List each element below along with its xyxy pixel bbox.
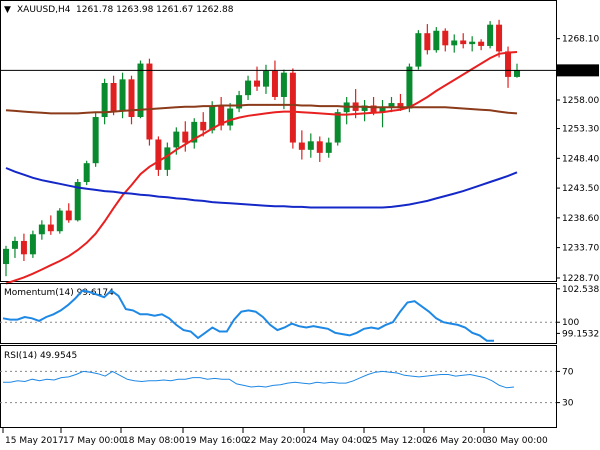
candle-body: [487, 24, 494, 46]
candle-body: [433, 30, 440, 51]
candle-body: [146, 63, 153, 140]
header-dropdown-icon[interactable]: ▼: [4, 5, 11, 15]
candle-body: [191, 121, 198, 143]
candle-body: [110, 83, 117, 111]
current-price-box: [557, 64, 599, 77]
ma-slow-line: [5, 167, 518, 209]
candle-body: [397, 103, 404, 109]
momentum-title: Momentum(14) 99.6174: [4, 288, 114, 298]
candle-body: [83, 163, 90, 183]
candle-body: [236, 95, 243, 109]
candle-body: [325, 142, 332, 153]
rsi-line: [3, 370, 515, 389]
candle-body: [20, 240, 27, 255]
candle-body: [155, 139, 162, 170]
chart-ohlc: 1261.78 1263.98 1261.67 1262.88: [76, 5, 234, 15]
candle-body: [514, 70, 520, 77]
candle-body: [245, 80, 252, 96]
candle-body: [505, 51, 512, 77]
candles: [3, 19, 520, 277]
chart-symbol: XAUUSD,H4: [17, 5, 71, 15]
price-tick-label: 1238.60: [562, 214, 599, 224]
candle-body: [11, 240, 18, 249]
candle-body: [280, 72, 287, 97]
main-chart-frame: [0, 0, 557, 282]
candle-body: [361, 105, 368, 111]
candle-body: [289, 72, 296, 143]
candle-body: [442, 30, 449, 46]
candle-body: [379, 107, 386, 113]
time-tick-label: 25 May 12:00: [366, 436, 428, 446]
price-tick-label: 1258.00: [562, 96, 599, 106]
time-tick-label: 15 May 2017: [5, 436, 64, 446]
candle-body: [173, 131, 180, 148]
candle-body: [406, 66, 413, 109]
current-price-label: 1262.88: [562, 66, 599, 76]
time-tick-label: 30 May 00:00: [486, 436, 548, 446]
candle-body: [3, 248, 9, 265]
time-tick-label: 24 May 04:00: [306, 436, 368, 446]
candle-body: [182, 131, 189, 143]
candle-body: [334, 112, 341, 143]
candle-body: [29, 234, 36, 255]
time-tick-label: 22 May 20:00: [245, 436, 307, 446]
momentum-line: [2, 289, 494, 342]
candle-body: [65, 210, 72, 221]
candle-body: [424, 33, 431, 51]
candle-body: [254, 80, 261, 87]
rsi-tick-label: 70: [562, 367, 574, 377]
candle-body: [38, 224, 45, 235]
candle-body: [298, 142, 305, 150]
rsi-panel-frame: [0, 345, 557, 428]
momentum-tick-label: 100: [562, 318, 579, 328]
candle-body: [128, 79, 135, 118]
time-tick-label: 18 May 08:00: [123, 436, 185, 446]
price-tick-label: 1243.50: [562, 184, 599, 194]
candle-body: [316, 141, 323, 153]
candle-body: [496, 24, 503, 52]
candle-body: [92, 117, 99, 164]
price-tick-label: 1228.70: [562, 274, 599, 284]
time-tick-label: 19 May 16:00: [185, 436, 247, 446]
rsi-axis: 70 30: [0, 367, 574, 409]
ma-mid-line: [5, 103, 518, 115]
candle-body: [415, 33, 422, 67]
ma-fast-line: [5, 51, 518, 285]
price-tick-label: 1248.40: [562, 154, 599, 164]
candle-body: [56, 210, 63, 232]
momentum-panel-frame: [0, 283, 557, 344]
candle-body: [451, 40, 458, 46]
candle-body: [271, 70, 278, 97]
candle-body: [460, 40, 467, 45]
moving-averages: [5, 51, 518, 285]
candle-body: [200, 121, 207, 131]
candle-body: [218, 106, 225, 126]
candle-body: [74, 182, 81, 221]
candle-body: [137, 63, 144, 118]
price-tick-label: 1233.70: [562, 244, 599, 254]
candle-body: [119, 79, 126, 111]
time-tick-label: 17 May 00:00: [63, 436, 125, 446]
momentum-tick-label: 99.1532: [562, 329, 599, 339]
candle-body: [370, 105, 377, 113]
candle-body: [388, 103, 395, 108]
candle-body: [307, 141, 314, 150]
rsi-tick-label: 30: [562, 399, 574, 409]
candle-body: [47, 224, 54, 232]
candle-body: [101, 83, 108, 118]
rsi-title: RSI(14) 49.9545: [4, 351, 77, 361]
price-tick-label: 1253.30: [562, 125, 599, 135]
candle-body: [164, 147, 171, 170]
time-tick-label: 26 May 20:00: [426, 436, 488, 446]
candle-body: [262, 70, 269, 87]
candle-body: [478, 41, 485, 46]
momentum-tick-label: 102.5385: [562, 285, 600, 295]
price-tick-label: 1268.10: [562, 35, 599, 45]
candle-body: [469, 41, 476, 45]
candle-body: [209, 106, 216, 131]
candle-body: [227, 108, 234, 126]
